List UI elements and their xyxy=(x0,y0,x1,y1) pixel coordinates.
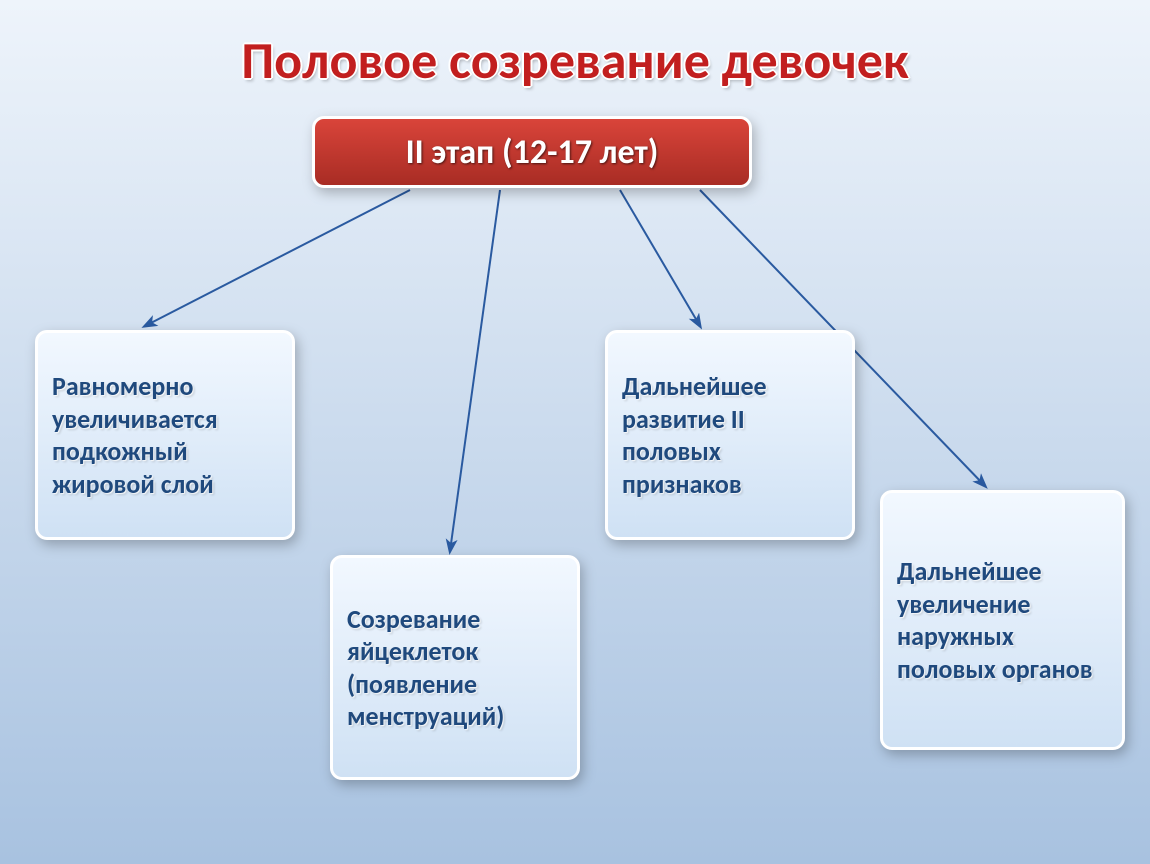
child-label-ext-organs: Дальнейшее увеличение наружных половых о… xyxy=(883,545,1122,695)
child-box-fat-layer: Равномерно увеличивается подкожный жиров… xyxy=(35,330,295,540)
child-label-egg-cells: Созревание яйцеклеток (появление менстру… xyxy=(333,593,577,743)
slide-title: Половое созревание девочек xyxy=(0,28,1150,92)
root-stage-box: II этап (12-17 лет) xyxy=(312,116,752,188)
child-label-sec-signs: Дальнейшее развитие II половых признаков xyxy=(608,360,852,510)
child-box-sec-signs: Дальнейшее развитие II половых признаков xyxy=(605,330,855,540)
root-stage-label: II этап (12-17 лет) xyxy=(315,122,749,183)
child-box-ext-organs: Дальнейшее увеличение наружных половых о… xyxy=(880,490,1125,750)
child-label-fat-layer: Равномерно увеличивается подкожный жиров… xyxy=(38,360,292,510)
child-box-egg-cells: Созревание яйцеклеток (появление менстру… xyxy=(330,555,580,780)
